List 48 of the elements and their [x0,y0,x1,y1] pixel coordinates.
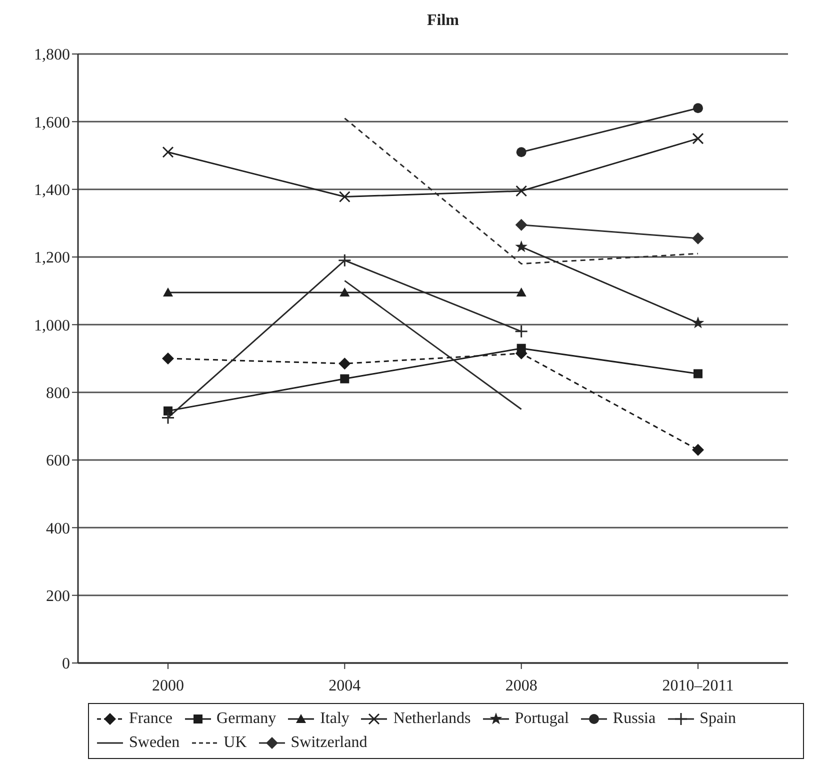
point [338,254,352,268]
legend-label: France [129,709,173,729]
x-tick-label: 2000 [152,677,184,694]
point [692,232,704,244]
point [161,410,175,424]
point [340,374,350,384]
y-tick-label: 1,000 [34,317,70,334]
point [693,103,703,114]
legend-label: Italy [320,709,350,729]
point [692,132,704,144]
legend-label: UK [224,733,247,753]
legend-label: Sweden [129,733,180,753]
point [516,288,526,297]
x-tick-label: 2010–2011 [662,677,734,694]
y-tick-label: 1,600 [34,114,70,132]
y-tick-label: 200 [46,588,70,606]
point [162,352,174,364]
x-tick-label: 2004 [328,677,361,694]
y-tick-label: 1,800 [34,46,70,64]
chart-title: Film [426,11,460,31]
point [162,146,174,158]
x-tick-label: 2008 [505,677,538,694]
legend-label: Netherlands [393,709,471,729]
point [516,147,526,158]
y-tick-label: 1,400 [34,182,70,200]
legend-label: Germany [216,709,276,729]
legend-label: Portugal [514,709,569,729]
point [692,316,704,328]
y-tick-label: 800 [46,385,70,402]
y-tick-label: 0 [62,656,70,673]
y-tick-label: 600 [46,452,70,470]
point [340,288,350,297]
point [515,218,528,231]
legend-label: Switzerland [290,733,368,753]
y-tick-label: 400 [46,520,70,538]
point [692,444,704,456]
point [338,191,350,203]
point [163,288,173,297]
point [516,185,528,197]
point [515,240,528,252]
point [694,369,702,378]
point [338,358,351,370]
legend-label: Spain [700,709,736,729]
legend-label: Russia [612,709,656,729]
point [164,406,172,416]
point [514,324,528,338]
y-tick-label: 1,200 [34,250,70,267]
point [516,344,526,353]
